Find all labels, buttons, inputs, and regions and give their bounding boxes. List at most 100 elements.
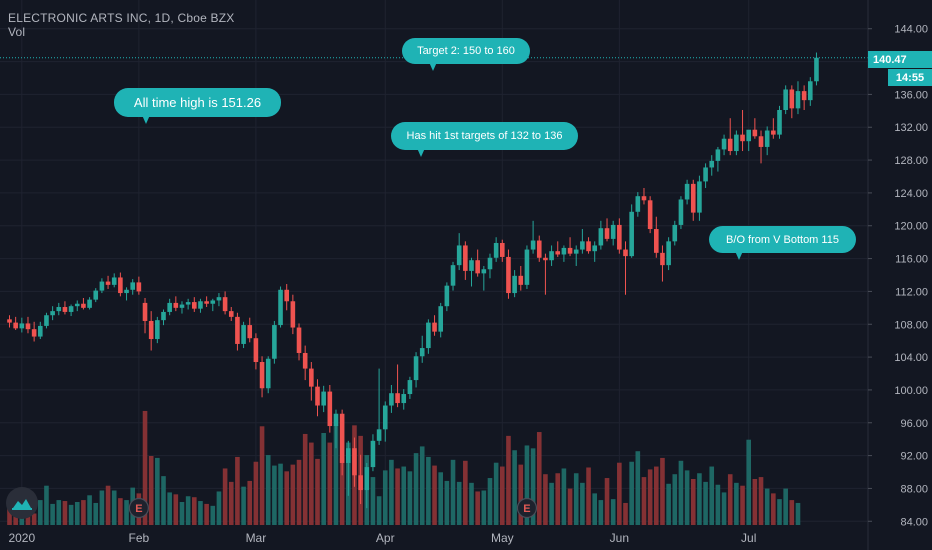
volume-bar xyxy=(333,425,339,525)
callout-pointer-icon xyxy=(417,148,425,157)
volume-bar xyxy=(715,484,721,525)
time-tick-label: Jun xyxy=(610,531,629,545)
volume-bar xyxy=(99,490,105,525)
candle-body xyxy=(38,325,43,337)
volume-bar xyxy=(506,435,511,525)
volume-bar xyxy=(450,459,456,525)
candle-body xyxy=(604,228,610,239)
candle-body xyxy=(635,196,641,212)
volume-bar xyxy=(124,500,129,525)
volume-bar xyxy=(789,500,795,525)
candle-body xyxy=(610,224,616,239)
candle-body xyxy=(475,260,480,274)
candle-body xyxy=(327,391,333,427)
candle-body xyxy=(222,297,228,312)
volume-bar xyxy=(148,456,154,525)
price-tick-label: 144.00 xyxy=(894,24,928,36)
volume-bar xyxy=(142,410,148,525)
candle-body xyxy=(721,138,727,150)
volume-bar xyxy=(438,472,443,525)
price-tick-label: 96.00 xyxy=(900,418,928,430)
volume-bar xyxy=(555,473,561,525)
candle-body xyxy=(370,440,376,468)
volume-bar xyxy=(617,462,622,525)
volume-bar xyxy=(87,495,92,525)
volume-bar xyxy=(74,502,80,525)
candle-body xyxy=(278,289,283,326)
candle-body xyxy=(284,289,289,302)
volume-bar xyxy=(38,500,43,525)
candle-body xyxy=(426,322,431,349)
volume-bar xyxy=(727,474,733,525)
candle-body xyxy=(376,429,382,441)
volume-bar xyxy=(81,500,86,525)
volume-bar xyxy=(228,481,234,525)
candle-body xyxy=(580,241,585,250)
volume-bar xyxy=(62,501,68,525)
volume-bar xyxy=(50,503,55,525)
volume-bar xyxy=(654,466,659,525)
candle-body xyxy=(352,448,357,476)
volume-bar xyxy=(210,505,216,525)
volume-bar xyxy=(623,502,628,525)
candle-body xyxy=(136,282,142,292)
volume-bar xyxy=(641,477,647,525)
candle-body xyxy=(7,319,12,323)
candle-body xyxy=(684,183,690,200)
volume-bar xyxy=(31,513,37,525)
candle-body xyxy=(247,325,253,339)
candle-body xyxy=(808,81,813,101)
candle-body xyxy=(13,322,18,329)
volume-bar xyxy=(382,470,388,525)
candle-body xyxy=(81,303,86,308)
annotation-text: Target 2: 150 to 160 xyxy=(417,45,515,57)
time-tick-label: 2020 xyxy=(8,531,35,545)
volume-bar xyxy=(241,486,246,525)
candle-body xyxy=(179,304,185,308)
candle-body xyxy=(481,269,487,274)
volume-bar xyxy=(795,502,801,525)
candle-body xyxy=(629,211,634,257)
candle-body xyxy=(524,249,530,285)
annotation-target-2[interactable]: Target 2: 150 to 160 xyxy=(402,38,530,71)
candle-body xyxy=(660,252,665,266)
candle-body xyxy=(44,315,49,326)
volume-bar xyxy=(469,482,474,525)
volume-bar xyxy=(327,442,333,525)
candle-body xyxy=(155,320,160,340)
price-tick-label: 120.00 xyxy=(894,221,928,233)
candle-body xyxy=(697,181,702,213)
candle-body xyxy=(734,134,739,152)
annotation-all-time-high[interactable]: All time high is 151.26 xyxy=(114,88,281,124)
candle-body xyxy=(456,245,462,266)
candle-body xyxy=(647,200,653,230)
volume-bar xyxy=(192,497,197,525)
candle-body xyxy=(259,362,265,389)
volume-bar xyxy=(272,465,277,525)
volume-bar xyxy=(647,469,653,525)
candle-body xyxy=(536,240,542,258)
candle-body xyxy=(265,358,271,389)
volume-bar xyxy=(549,482,554,525)
volume-bar xyxy=(401,466,407,525)
candle-body xyxy=(99,281,105,291)
candle-body xyxy=(530,240,536,250)
volume-bar xyxy=(309,442,314,525)
candle-body xyxy=(617,224,622,250)
candle-body xyxy=(752,129,758,137)
candle-body xyxy=(709,160,715,168)
annotation-first-targets[interactable]: Has hit 1st targets of 132 to 136 xyxy=(391,122,578,157)
annotation-breakout[interactable]: B/O from V Bottom 115 xyxy=(709,226,856,260)
price-tick-label: 132.00 xyxy=(894,122,928,134)
price-tick-label: 104.00 xyxy=(894,352,928,364)
candle-body xyxy=(93,290,99,300)
chart-title: ELECTRONIC ARTS INC, 1D, Cboe BZX xyxy=(8,11,235,25)
volume-bar xyxy=(389,459,394,525)
candle-body xyxy=(309,368,314,387)
candle-body xyxy=(623,249,628,257)
candle-body xyxy=(586,241,591,252)
volume-bar xyxy=(500,466,505,525)
volume-bar xyxy=(678,460,684,525)
tradingview-logo-icon[interactable] xyxy=(6,487,38,519)
